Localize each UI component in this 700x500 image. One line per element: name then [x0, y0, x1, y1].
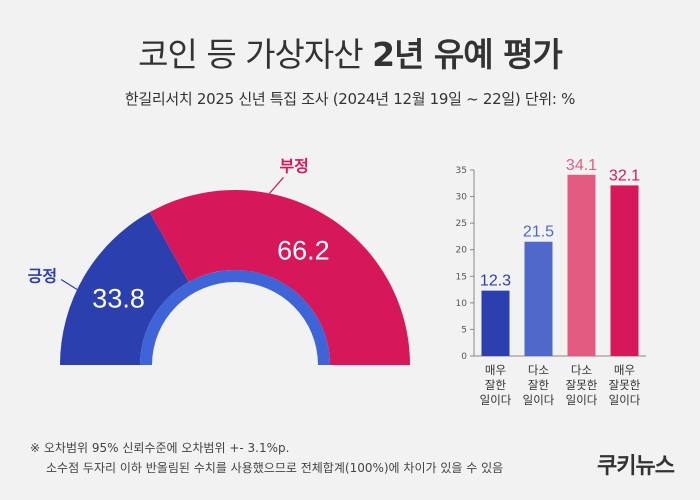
bar [567, 174, 596, 356]
bar [524, 241, 553, 356]
bar-value-label: 21.5 [523, 224, 554, 241]
x-category-label: 매우 잘한 일이다 [480, 363, 512, 407]
footnote: ※ 오차범위 95% 신뢰수준에 오차범위 +- 3.1%p. 소수점 두자리 … [30, 438, 503, 478]
publisher-logo: 쿠키뉴스 [597, 454, 675, 479]
donut-slice-negative [149, 190, 410, 365]
y-tick-label: 25 [456, 219, 467, 229]
y-tick-label: 30 [456, 193, 468, 203]
bar-value-label: 34.1 [566, 157, 597, 174]
bar-value-label: 12.3 [480, 273, 511, 290]
footnote-line2: 소수점 두자리 이하 반올림된 수치를 사용했으므로 전체합계(100%)에 차… [46, 461, 504, 475]
x-category-label: 다소 잘못한 일이다 [566, 363, 598, 407]
y-tick-label: 20 [456, 246, 468, 256]
y-tick-label: 0 [461, 352, 467, 362]
page-title: 코인 등 가상자산 2년 유예 평가 [0, 28, 700, 76]
leader-line-negative [269, 177, 284, 194]
donut-category-positive: 긍정 [28, 267, 57, 286]
footnote-line1: ※ 오차범위 95% 신뢰수준에 오차범위 +- 3.1%p. [30, 441, 290, 455]
donut-inner-ring [140, 270, 330, 365]
donut-value-label: 66.2 [277, 236, 330, 266]
y-tick-label: 15 [456, 272, 467, 282]
leader-line-positive [60, 279, 78, 291]
donut-slice-positive [60, 212, 189, 365]
donut-value-label: 33.8 [92, 284, 145, 314]
y-tick-label: 10 [456, 299, 468, 309]
x-category-label: 매우 잘못한 일이다 [609, 363, 641, 407]
subtitle: 한길리서치 2025 신년 특집 조사 (2024년 12월 19일 ~ 22일… [124, 90, 576, 108]
title-bold: 2년 유예 평가 [372, 35, 563, 74]
title-light: 코인 등 가상자산 [138, 35, 373, 74]
bar-value-label: 32.1 [609, 167, 640, 184]
donut-category-negative: 부정 [279, 156, 308, 175]
bar [481, 290, 510, 356]
x-category-label: 다소 잘한 일이다 [523, 363, 555, 407]
y-tick-label: 5 [461, 325, 467, 335]
bar [610, 185, 639, 356]
y-tick-label: 35 [456, 166, 467, 176]
